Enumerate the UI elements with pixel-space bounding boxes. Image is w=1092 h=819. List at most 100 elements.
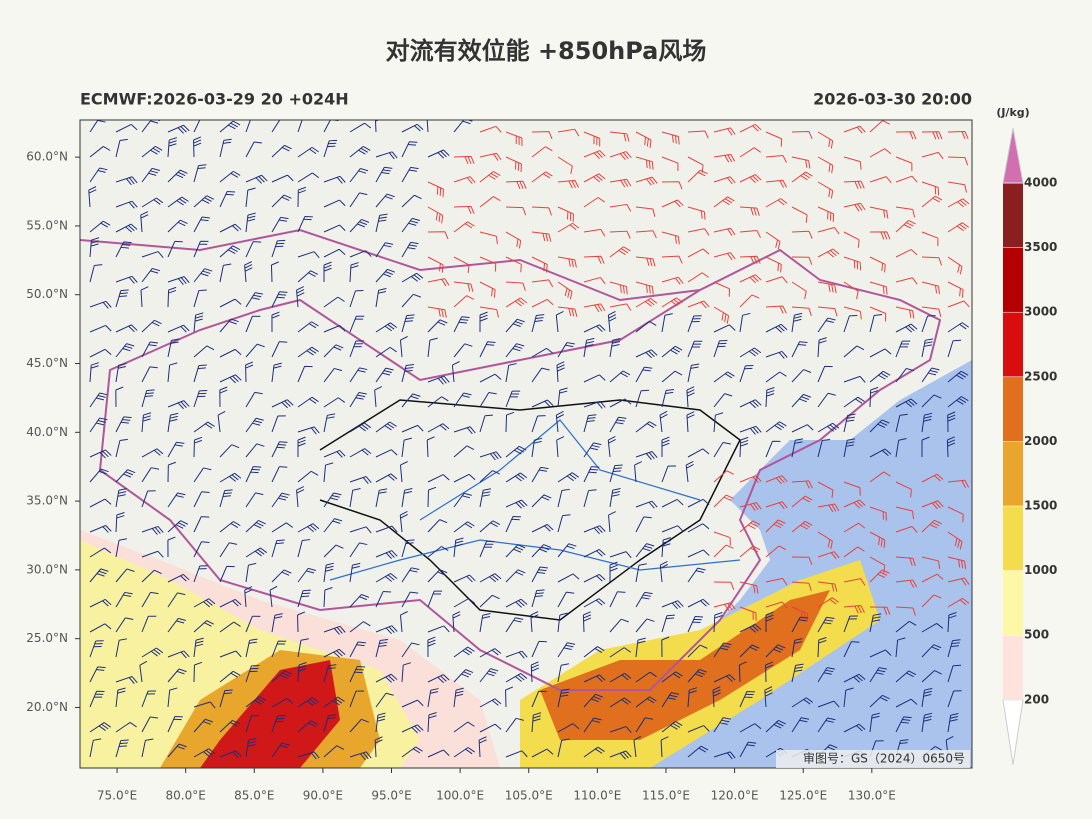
wind-barb <box>739 690 755 708</box>
wind-barb <box>895 620 917 633</box>
wind-barb <box>739 502 762 511</box>
wind-barb <box>947 156 969 166</box>
wind-barb <box>765 131 783 147</box>
wind-barb <box>635 230 657 239</box>
wind-barb <box>245 492 264 508</box>
wind-barb <box>375 213 388 233</box>
wind-barb <box>401 194 422 208</box>
wind-barb <box>869 649 892 658</box>
wind-barb <box>141 197 164 208</box>
wind-barb <box>193 661 203 683</box>
wind-barb <box>115 469 136 483</box>
wind-barb <box>895 249 918 258</box>
wind-barb <box>349 219 370 233</box>
wind-barb <box>167 240 183 258</box>
wind-barb <box>713 602 736 612</box>
wind-barb <box>297 662 307 683</box>
wind-barb <box>869 148 892 158</box>
wind-barb <box>193 565 208 583</box>
wind-barb <box>635 366 653 383</box>
title: 对流有效位能 +850hPa风场 <box>386 37 707 65</box>
colorbar-label: 200 <box>1024 692 1049 706</box>
wind-barb <box>297 426 320 435</box>
wind-barb <box>583 276 606 285</box>
wind-barb <box>245 696 267 708</box>
wind-barb <box>713 442 731 458</box>
wind-barb <box>115 416 132 433</box>
wind-barb <box>661 671 683 683</box>
wind-barb <box>401 424 424 433</box>
wind-barb <box>661 276 684 285</box>
wind-barb <box>843 202 866 212</box>
wind-barb <box>531 231 552 242</box>
wind-barb <box>531 256 548 273</box>
wind-barb <box>921 315 936 333</box>
wind-barb <box>609 398 632 408</box>
wind-barb <box>609 750 632 760</box>
wind-barb <box>453 256 470 273</box>
wind-barb <box>947 531 963 550</box>
wind-barb <box>401 293 421 308</box>
wind-barb <box>635 696 657 708</box>
wind-barb <box>557 387 568 408</box>
wind-barb <box>687 169 708 183</box>
wind-barb <box>89 640 104 658</box>
wind-barb <box>869 667 888 683</box>
wind-barb <box>219 263 232 283</box>
wind-barb <box>817 700 840 708</box>
wind-barb <box>739 606 757 621</box>
wind-barb <box>739 294 760 308</box>
wind-barb <box>583 173 606 183</box>
wind-barb <box>712 686 721 708</box>
wind-barb <box>607 311 617 333</box>
wind-barb <box>89 598 112 608</box>
wind-barb <box>297 215 313 233</box>
wind-barb <box>349 488 361 508</box>
wind-barb <box>713 531 731 546</box>
wind-barb <box>869 370 891 383</box>
wind-barb <box>739 123 762 133</box>
wind-barb <box>453 155 475 165</box>
wind-barb <box>323 518 343 533</box>
wind-barb <box>635 591 653 608</box>
wind-barb <box>453 295 475 308</box>
colorbar-label: 2500 <box>1024 369 1057 383</box>
wind-barb <box>427 546 449 558</box>
wind-barb <box>921 367 940 383</box>
wind-barb <box>375 591 392 608</box>
wind-barb <box>193 195 215 208</box>
wind-barb <box>895 323 918 333</box>
wind-barb <box>141 716 159 733</box>
wind-barb <box>713 674 736 683</box>
wind-barb <box>947 556 967 569</box>
x-tick-label: 120.0°E <box>711 789 759 803</box>
wind-barb <box>947 256 963 275</box>
wind-barb <box>791 581 812 592</box>
wind-barb <box>687 725 710 733</box>
wind-barb <box>427 590 443 608</box>
wind-barb <box>139 660 148 683</box>
wind-barb <box>687 228 710 236</box>
wind-barb <box>765 661 774 683</box>
wind-barb <box>739 230 761 238</box>
wind-barb <box>739 399 762 409</box>
wind-barb <box>297 186 307 208</box>
wind-barb <box>713 324 736 333</box>
colorbar-segment <box>1003 635 1023 700</box>
wind-barb <box>401 699 424 708</box>
wind-barb <box>817 581 838 592</box>
wind-barb <box>765 475 788 485</box>
colorbar-segment <box>1003 312 1023 377</box>
wind-barb <box>245 174 268 184</box>
wind-barb <box>739 545 761 558</box>
wind-barb <box>115 438 128 458</box>
wind-barb <box>453 316 470 333</box>
wind-barb <box>115 739 129 758</box>
wind-barb <box>193 467 212 483</box>
wind-barb <box>583 197 605 208</box>
wind-barb <box>555 311 564 333</box>
wind-barb <box>583 693 604 708</box>
wind-barb <box>167 715 183 733</box>
wind-barb <box>531 544 552 558</box>
wind-barb <box>765 154 787 163</box>
